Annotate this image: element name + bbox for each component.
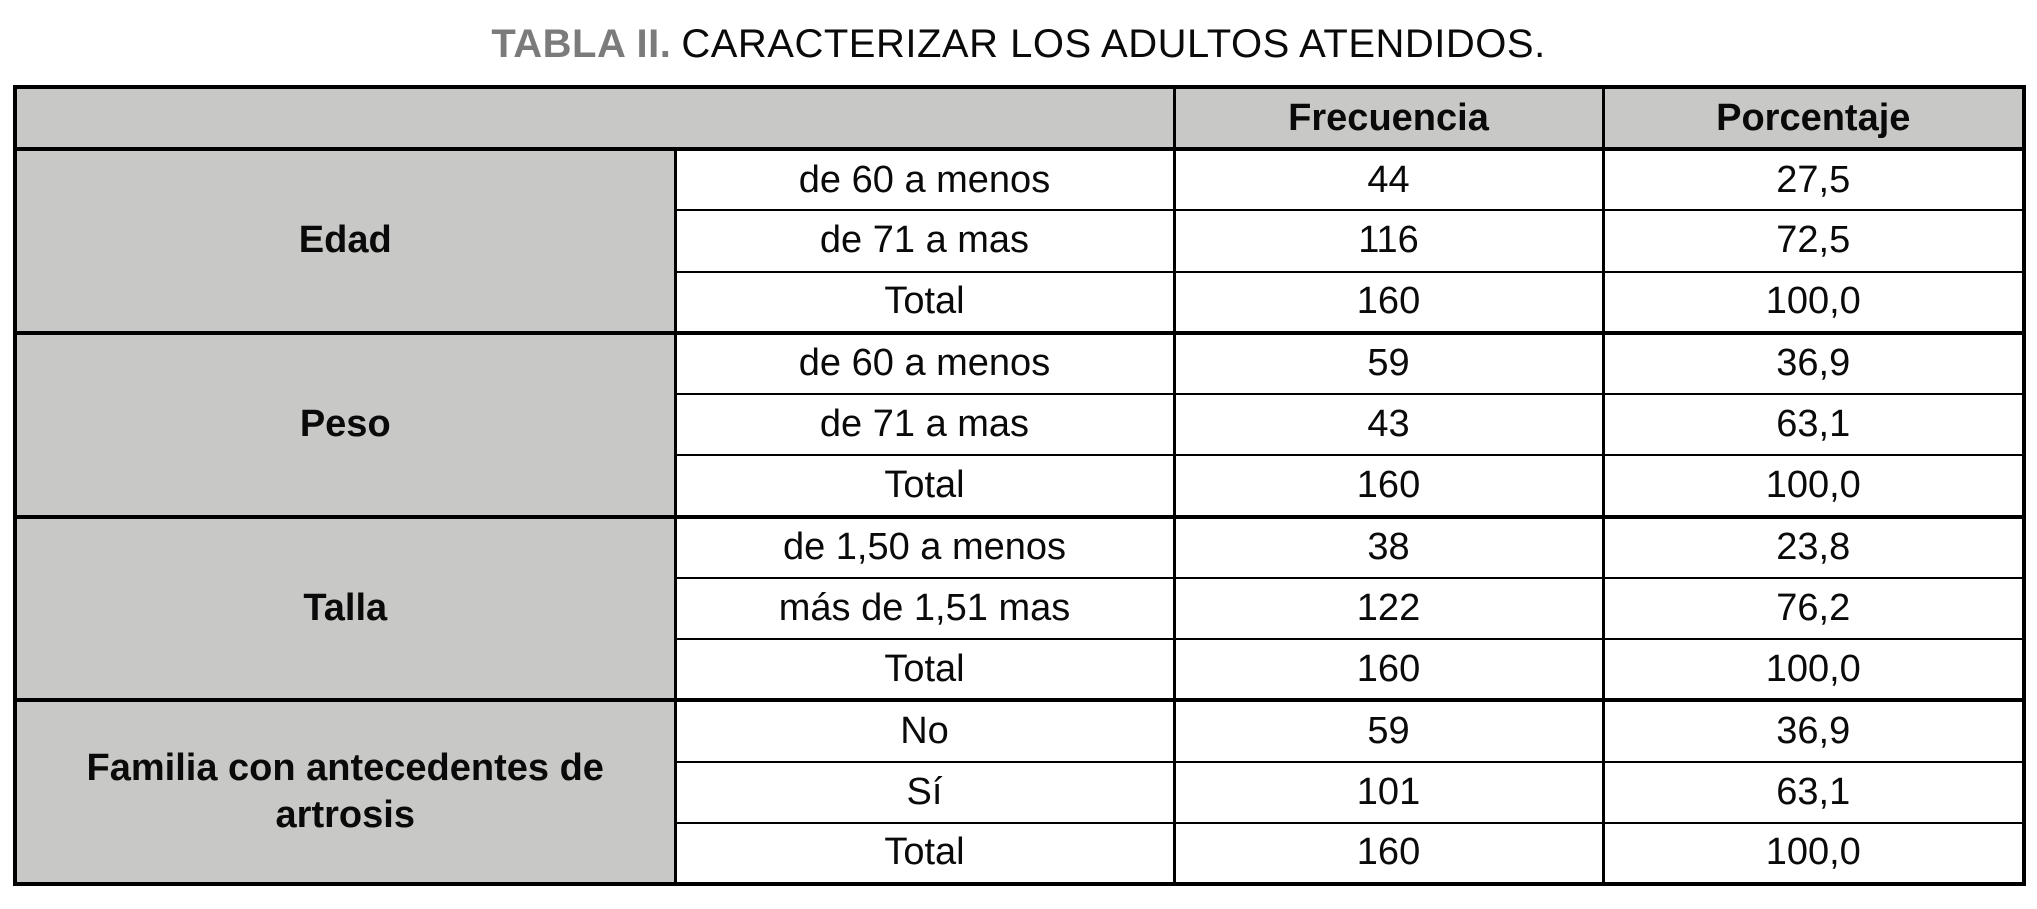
table-row: Familia con antecedentes de artrosis No 59… (13, 698, 2026, 885)
table-row: de 71 a mas 43 63,1 (15, 392, 2026, 457)
label-cell: Total (673, 454, 1176, 518)
frequency-cell: 122 (1172, 576, 1605, 641)
label-cell: Total (673, 821, 1176, 886)
table-row: Total 160 100,0 (15, 637, 2026, 702)
label-cell: de 1,50 a menos (673, 514, 1176, 579)
label-cell: Sí (673, 760, 1176, 824)
percentage-cell: 36,9 (1601, 698, 2026, 763)
frequency-cell: 43 (1172, 392, 1605, 457)
header-frequency-cell: Frecuencia (1172, 86, 1605, 151)
table-row: más de 1,51 mas 122 76,2 (15, 576, 2026, 641)
table-title-text: CARACTERIZAR LOS ADULTOS ATENDIDOS. (681, 22, 1546, 66)
table-row: Edad de 60 a menos 44 27,5 (13, 146, 2026, 334)
percentage-cell: 63,1 (1601, 392, 2026, 457)
percentage-cell: 100,0 (1601, 270, 2026, 334)
frequency-cell: 38 (1172, 514, 1605, 579)
table-title: TABLA II. CARACTERIZAR LOS ADULTOS ATENDI… (0, 0, 2037, 67)
label-cell: Total (673, 637, 1176, 702)
header-corner-cell (13, 86, 1176, 151)
percentage-cell: 63,1 (1601, 760, 2026, 824)
frequency-cell: 101 (1172, 760, 1605, 824)
table-row: Total 160 100,0 (15, 270, 2026, 334)
frequency-cell: 44 (1172, 146, 1605, 212)
label-cell: de 60 a menos (673, 330, 1176, 396)
header-row: Frecuencia Porcentaje (13, 86, 2026, 151)
percentage-cell: 36,9 (1601, 330, 2026, 396)
frequency-cell: 160 (1172, 637, 1605, 702)
percentage-cell: 100,0 (1601, 637, 2026, 702)
percentage-cell: 27,5 (1601, 146, 2026, 212)
label-cell: Total (673, 270, 1176, 334)
table-header: Frecuencia Porcentaje (13, 86, 2026, 151)
table-row: Total 160 100,0 (15, 821, 2026, 886)
data-table: Frecuencia Porcentaje Edad de 60 a menos 4… (13, 85, 2026, 886)
frequency-cell: 59 (1172, 698, 1605, 763)
percentage-cell: 100,0 (1601, 821, 2026, 886)
percentage-cell: 72,5 (1601, 209, 2026, 273)
label-cell: de 71 a mas (673, 392, 1176, 457)
table-row: Total 160 100,0 (15, 454, 2026, 518)
label-cell: No (673, 698, 1176, 763)
header-percentage-cell: Porcentaje (1601, 86, 2026, 151)
label-cell: de 60 a menos (673, 146, 1176, 212)
table-row: de 71 a mas 116 72,5 (15, 209, 2026, 273)
frequency-cell: 59 (1172, 330, 1605, 396)
table-title-label: TABLA II. (491, 22, 672, 66)
percentage-cell: 23,8 (1601, 514, 2026, 579)
table-row: Talla de 1,50 a menos 38 23,8 (13, 514, 2026, 702)
category-cell: Peso (13, 330, 677, 518)
percentage-cell: 76,2 (1601, 576, 2026, 641)
percentage-cell: 100,0 (1601, 454, 2026, 518)
category-cell: Edad (13, 147, 677, 334)
frequency-cell: 116 (1172, 209, 1605, 273)
frequency-cell: 160 (1172, 454, 1605, 518)
label-cell: más de 1,51 mas (673, 576, 1176, 641)
frequency-cell: 160 (1172, 270, 1605, 334)
label-cell: de 71 a mas (673, 209, 1176, 273)
category-cell: Talla (13, 514, 677, 702)
table-row: Peso de 60 a menos 59 36,9 (13, 330, 2026, 518)
table-row: Sí 101 63,1 (15, 760, 2026, 824)
frequency-cell: 160 (1172, 821, 1605, 886)
category-cell: Familia con antecedentes de artrosis (13, 698, 677, 885)
table-body: Edad de 60 a menos 44 27,5 de 71 a mas 116 72,… (13, 146, 2026, 886)
